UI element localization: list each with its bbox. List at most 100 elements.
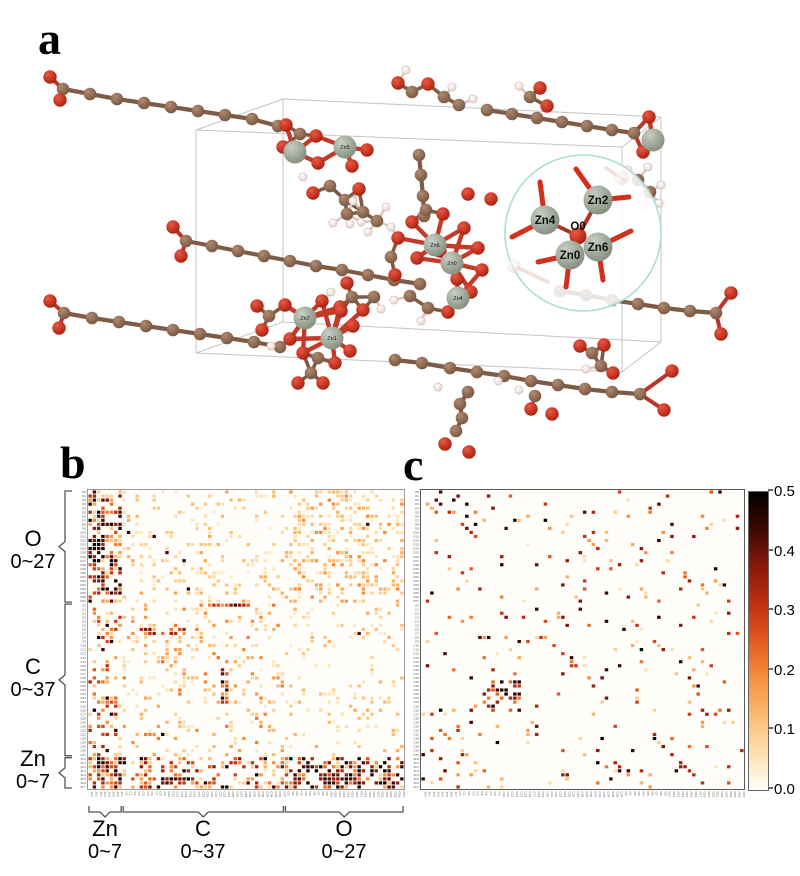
svg-text:O5: O5 xyxy=(82,510,86,514)
c-atom xyxy=(633,387,647,401)
svg-text:C29: C29 xyxy=(80,720,86,724)
svg-text:O24: O24 xyxy=(80,587,86,591)
svg-text:O23: O23 xyxy=(724,792,728,798)
o-atom xyxy=(309,129,323,143)
svg-text:C22: C22 xyxy=(218,792,222,798)
colorbar xyxy=(748,491,769,791)
o-atom xyxy=(356,303,370,317)
svg-text:O14: O14 xyxy=(685,792,689,798)
o-atom xyxy=(642,110,656,124)
svg-text:Zn1: Zn1 xyxy=(95,792,99,798)
svg-text:Zn5: Zn5 xyxy=(112,792,116,798)
svg-text:C25: C25 xyxy=(80,704,86,708)
svg-text:C12: C12 xyxy=(80,652,86,656)
svg-text:C12: C12 xyxy=(176,792,180,798)
colorbar-tick: 0.3 xyxy=(774,602,795,619)
svg-text:O12: O12 xyxy=(413,539,419,543)
svg-text:C0: C0 xyxy=(82,603,86,607)
svg-text:C16: C16 xyxy=(80,668,86,672)
svg-text:C26: C26 xyxy=(413,708,419,712)
svg-text:C27: C27 xyxy=(576,792,580,798)
o-atom xyxy=(334,304,348,318)
svg-text:C7: C7 xyxy=(415,632,419,636)
h-atom xyxy=(493,376,503,386)
svg-text:C19: C19 xyxy=(541,792,545,798)
colorbar-tick-mark xyxy=(768,668,773,670)
svg-text:C37: C37 xyxy=(620,792,624,798)
svg-text:C0: C0 xyxy=(124,792,128,796)
c-atom xyxy=(356,205,370,219)
svg-text:C25: C25 xyxy=(567,792,571,798)
o-atom xyxy=(438,437,452,451)
svg-text:Zn2: Zn2 xyxy=(81,765,87,769)
svg-text:O22: O22 xyxy=(80,579,86,583)
svg-text:O11: O11 xyxy=(80,535,86,539)
group-range-label: 0~37 xyxy=(180,841,226,864)
zn-atom xyxy=(320,326,344,350)
svg-text:C5: C5 xyxy=(415,623,419,627)
svg-text:O13: O13 xyxy=(681,792,685,798)
c-atom xyxy=(437,90,451,104)
c-atom xyxy=(388,353,402,367)
zn-atom xyxy=(283,140,307,164)
c-atom xyxy=(384,250,398,264)
svg-text:O8: O8 xyxy=(321,792,325,796)
c-atom xyxy=(139,319,153,333)
colorbar-tick: 0.0 xyxy=(774,781,795,798)
h-atom xyxy=(326,287,336,297)
c-atom xyxy=(361,268,375,282)
c-atom xyxy=(370,214,384,228)
panel-b-label: b xyxy=(60,437,86,488)
h-atom xyxy=(345,219,355,229)
svg-text:O7: O7 xyxy=(655,792,659,796)
svg-text:O21: O21 xyxy=(80,575,86,579)
c-atom xyxy=(137,96,151,110)
c-atom xyxy=(262,309,276,323)
svg-text:O11: O11 xyxy=(672,792,676,798)
svg-text:C13: C13 xyxy=(80,656,86,660)
h-atom xyxy=(401,65,411,75)
svg-text:C9: C9 xyxy=(497,792,501,796)
svg-text:C2: C2 xyxy=(133,792,137,796)
svg-text:Zn0: Zn0 xyxy=(81,757,87,761)
h-atom xyxy=(514,385,524,395)
c-atom xyxy=(164,100,178,114)
c-atom xyxy=(340,207,354,221)
svg-text:O13: O13 xyxy=(342,792,346,798)
svg-text:O15: O15 xyxy=(351,792,355,798)
svg-text:C2: C2 xyxy=(415,611,419,615)
svg-text:O22: O22 xyxy=(720,792,724,798)
svg-text:C24: C24 xyxy=(563,792,567,798)
colorbar-tick-mark xyxy=(768,489,773,491)
svg-text:C26: C26 xyxy=(235,792,239,798)
o-atom xyxy=(315,294,329,308)
svg-text:C20: C20 xyxy=(546,792,550,798)
o-atom xyxy=(405,215,419,229)
c-atom xyxy=(405,85,419,99)
svg-text:C23: C23 xyxy=(413,696,419,700)
svg-text:C12: C12 xyxy=(511,792,515,798)
o-atom xyxy=(166,220,180,234)
x-axis-group-carbon: C 0~37 xyxy=(158,817,248,864)
svg-text:C25: C25 xyxy=(231,792,235,798)
svg-text:O25: O25 xyxy=(413,591,419,595)
svg-text:C24: C24 xyxy=(227,792,231,798)
svg-text:C4: C4 xyxy=(82,619,86,623)
c-atom xyxy=(56,82,70,96)
svg-text:C3: C3 xyxy=(82,615,86,619)
svg-text:C2: C2 xyxy=(82,611,86,615)
o-atom xyxy=(52,321,66,335)
c-atom xyxy=(57,306,71,320)
svg-text:O16: O16 xyxy=(355,792,359,798)
svg-text:Zn7: Zn7 xyxy=(454,792,458,798)
o-atom xyxy=(391,76,405,90)
svg-text:C2: C2 xyxy=(467,792,471,796)
x-axis-group-oxygen: O 0~27 xyxy=(299,817,389,864)
colorbar-tick-mark xyxy=(768,727,773,729)
o-atom xyxy=(43,70,57,84)
svg-text:O27: O27 xyxy=(80,599,86,603)
svg-text:O10: O10 xyxy=(413,531,419,535)
svg-text:C17: C17 xyxy=(532,792,536,798)
c-atom xyxy=(335,263,349,277)
svg-text:O24: O24 xyxy=(389,792,393,798)
